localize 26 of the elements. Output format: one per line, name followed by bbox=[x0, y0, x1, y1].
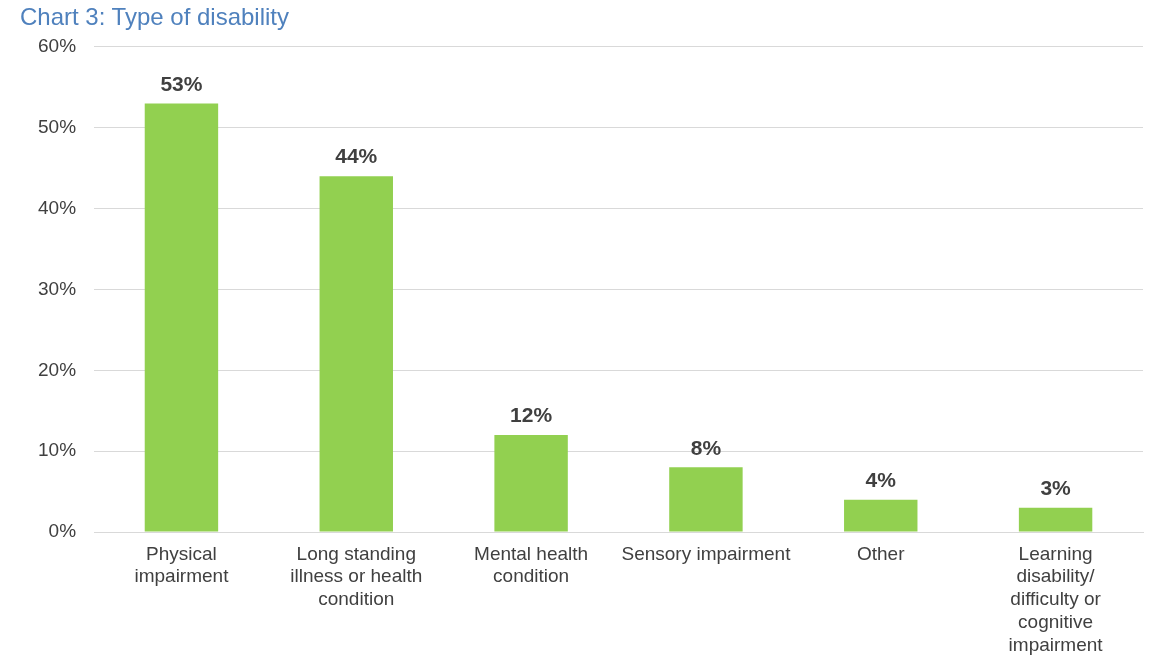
x-tick-label: Mental health condition bbox=[474, 542, 589, 587]
y-tick-label: 0% bbox=[48, 520, 77, 542]
data-label: 4% bbox=[865, 467, 897, 491]
x-tick-label: Learning disability/difficulty or cognitive impairment bbox=[1008, 542, 1104, 655]
y-tick-label: 30% bbox=[38, 277, 77, 299]
y-tick-label: 10% bbox=[38, 439, 77, 461]
bar bbox=[669, 467, 743, 532]
chart-title: Chart 3: Type of disability bbox=[20, 3, 290, 31]
data-label: 12% bbox=[510, 403, 553, 427]
bar bbox=[144, 103, 219, 532]
y-tick-label: 20% bbox=[38, 358, 77, 380]
x-tick-label: Physical impairment bbox=[134, 542, 230, 587]
bar bbox=[494, 434, 568, 532]
y-tick-label: 40% bbox=[38, 196, 77, 218]
bar bbox=[1018, 507, 1093, 532]
data-label: 53% bbox=[160, 71, 203, 95]
y-tick-label: 50% bbox=[38, 115, 77, 137]
data-label: 44% bbox=[335, 144, 378, 168]
data-label: 3% bbox=[1040, 476, 1072, 500]
x-tick-label: Long standing illness or health condition bbox=[290, 542, 423, 610]
y-tick-label: 60% bbox=[38, 35, 77, 57]
x-tick-label: Sensory impairment bbox=[621, 542, 792, 564]
bar bbox=[844, 499, 918, 532]
data-label: 8% bbox=[690, 435, 722, 459]
bar bbox=[319, 176, 393, 532]
x-tick-label: Other bbox=[856, 542, 906, 564]
